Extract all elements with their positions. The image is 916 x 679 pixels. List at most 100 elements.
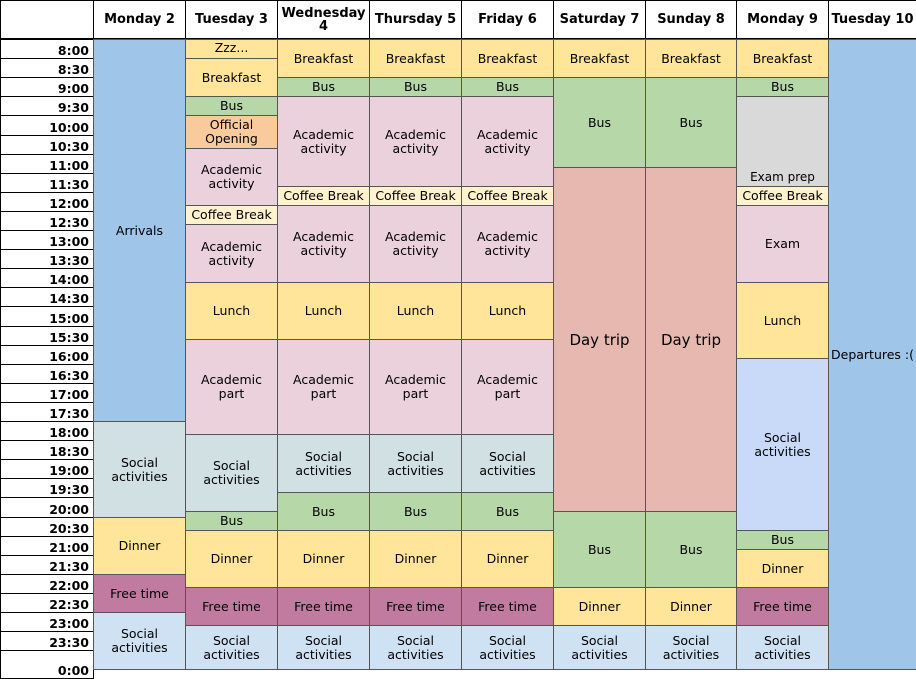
time-label: 21:00 <box>0 536 94 556</box>
schedule-event: Academic activity <box>185 148 278 206</box>
schedule-event: Social activities <box>461 625 554 670</box>
schedule-event: Academic part <box>461 339 554 435</box>
schedule-event: Bus <box>461 492 554 531</box>
schedule-event: Social activities <box>93 612 186 670</box>
schedule-event: Free time <box>461 587 554 626</box>
schedule-event: Social activities <box>736 358 829 531</box>
schedule-event: Breakfast <box>645 39 737 78</box>
time-label: 12:00 <box>0 192 94 212</box>
time-label: 22:00 <box>0 574 94 594</box>
schedule-event: Breakfast <box>369 39 462 78</box>
schedule-event: Social activities <box>736 625 829 670</box>
schedule-event: Social activities <box>185 625 278 670</box>
time-label: 15:30 <box>0 326 94 346</box>
schedule-event: Bus <box>369 77 462 97</box>
time-label: 19:30 <box>0 478 94 498</box>
schedule-event: Breakfast <box>277 39 370 78</box>
schedule-event: Social activities <box>645 625 737 670</box>
day-header: Monday 2 <box>93 0 186 39</box>
schedule-event: Free time <box>369 587 462 626</box>
schedule-event: Official Opening <box>185 115 278 149</box>
schedule-event: Dinner <box>93 517 186 575</box>
day-header: Tuesday 10 <box>828 0 916 39</box>
schedule-event: Dinner <box>736 549 829 588</box>
schedule-event: Social activities <box>93 421 186 518</box>
schedule-event: Social activities <box>277 434 370 493</box>
schedule-event: Bus <box>185 96 278 116</box>
time-label: 8:30 <box>0 58 94 78</box>
schedule-event: Coffee Break <box>369 186 462 206</box>
day-header: Wednesday 4 <box>277 0 370 39</box>
day-header: Sunday 8 <box>645 0 737 39</box>
schedule-event: Arrivals <box>93 39 186 422</box>
schedule-event: Exam <box>736 205 829 283</box>
schedule-event: Lunch <box>369 282 462 340</box>
schedule-event: Lunch <box>461 282 554 340</box>
schedule-event: Academic activity <box>185 224 278 283</box>
schedule-event: Academic activity <box>277 205 370 283</box>
time-label: 19:00 <box>0 459 94 479</box>
day-header: Saturday 7 <box>553 0 646 39</box>
schedule-event: Dinner <box>369 530 462 588</box>
schedule-event: Social activities <box>369 434 462 493</box>
schedule-event: Social activities <box>277 625 370 670</box>
time-label: 18:30 <box>0 440 94 460</box>
time-label: 13:30 <box>0 249 94 269</box>
time-label: 17:00 <box>0 383 94 403</box>
time-label: 9:00 <box>0 77 94 97</box>
schedule-event: Coffee Break <box>461 186 554 206</box>
schedule-event: Academic part <box>277 339 370 435</box>
time-label: 23:30 <box>0 631 94 651</box>
schedule-event: Dinner <box>185 530 278 588</box>
schedule-event: Free time <box>185 587 278 626</box>
schedule-event: Bus <box>645 77 737 168</box>
schedule-event: Social activities <box>369 625 462 670</box>
time-label: 16:30 <box>0 364 94 384</box>
schedule-event: Day trip <box>645 167 737 512</box>
time-label: 21:30 <box>0 555 94 575</box>
schedule-event: Bus <box>553 77 646 168</box>
time-label: 17:30 <box>0 402 94 422</box>
schedule-event: Social activities <box>461 434 554 493</box>
schedule-event: Bus <box>185 511 278 531</box>
schedule-event: Academic activity <box>461 96 554 187</box>
schedule-event: Academic activity <box>461 205 554 283</box>
schedule-event: Free time <box>277 587 370 626</box>
schedule-event: Dinner <box>277 530 370 588</box>
time-label: 10:00 <box>0 115 94 136</box>
time-label: 11:00 <box>0 154 94 174</box>
schedule-event: Coffee Break <box>277 186 370 206</box>
schedule-event: Bus <box>277 77 370 97</box>
time-label: 15:00 <box>0 306 94 327</box>
schedule-event: Bus <box>736 77 829 97</box>
schedule-event: Dinner <box>553 587 646 626</box>
time-label: 11:30 <box>0 173 94 193</box>
day-header: Friday 6 <box>461 0 554 39</box>
time-label: 23:00 <box>0 612 94 632</box>
schedule-event: Breakfast <box>553 39 646 78</box>
day-header: Thursday 5 <box>369 0 462 39</box>
schedule-event: Academic part <box>185 339 278 435</box>
day-header: Tuesday 3 <box>185 0 278 39</box>
time-label: 18:00 <box>0 421 94 441</box>
time-label: 13:00 <box>0 230 94 250</box>
schedule-event: Academic activity <box>369 205 462 283</box>
schedule-event: Academic part <box>369 339 462 435</box>
schedule-event: Bus <box>645 511 737 588</box>
schedule-event: Day trip <box>553 167 646 512</box>
schedule-event: Free time <box>93 574 186 613</box>
schedule-event: Social activities <box>185 434 278 512</box>
schedule-event: Bus <box>277 492 370 531</box>
time-label: 0:00 <box>0 650 94 679</box>
schedule-event: Dinner <box>461 530 554 588</box>
schedule-event: Exam prep <box>736 96 829 187</box>
time-label: 12:30 <box>0 211 94 231</box>
corner-header-cell <box>0 0 94 39</box>
schedule-event: Academic activity <box>369 96 462 187</box>
schedule-event: Zzz... <box>185 39 278 59</box>
time-label: 14:30 <box>0 287 94 307</box>
time-label: 22:30 <box>0 593 94 613</box>
time-label: 8:00 <box>0 39 94 59</box>
schedule-event: Free time <box>736 587 829 626</box>
